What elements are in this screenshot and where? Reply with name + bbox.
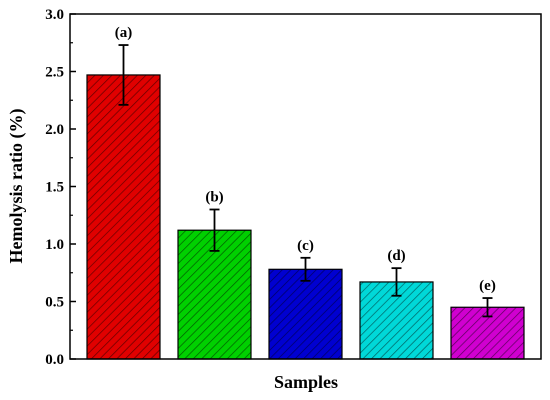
bar-label: (a)	[115, 25, 133, 41]
y-tick-label: 3.0	[45, 7, 64, 23]
bar-label: (c)	[297, 238, 314, 254]
bar-label: (e)	[479, 278, 496, 294]
error-bars-layer	[118, 44, 493, 318]
y-axis: 0.0 0.5 1.0 1.5 2.0 2.5 3.0	[45, 7, 76, 368]
y-axis-title: Hemolysis ratio (%)	[6, 109, 27, 264]
bar	[268, 268, 343, 360]
bar-label: (b)	[205, 190, 223, 206]
y-tick-label: 0.0	[45, 352, 64, 368]
x-axis-title: Samples	[274, 372, 338, 392]
y-tick-label: 1.5	[45, 180, 64, 196]
bar-labels-layer: (a) (b) (c) (d) (e)	[115, 25, 496, 294]
y-tick-label: 2.5	[45, 65, 64, 81]
bar	[86, 74, 161, 360]
bars-layer	[86, 74, 525, 360]
y-tick-label: 1.0	[45, 237, 64, 253]
y-tick-label: 2.0	[45, 122, 64, 138]
y-tick-label: 0.5	[45, 295, 64, 311]
bar-label: (d)	[387, 248, 405, 264]
